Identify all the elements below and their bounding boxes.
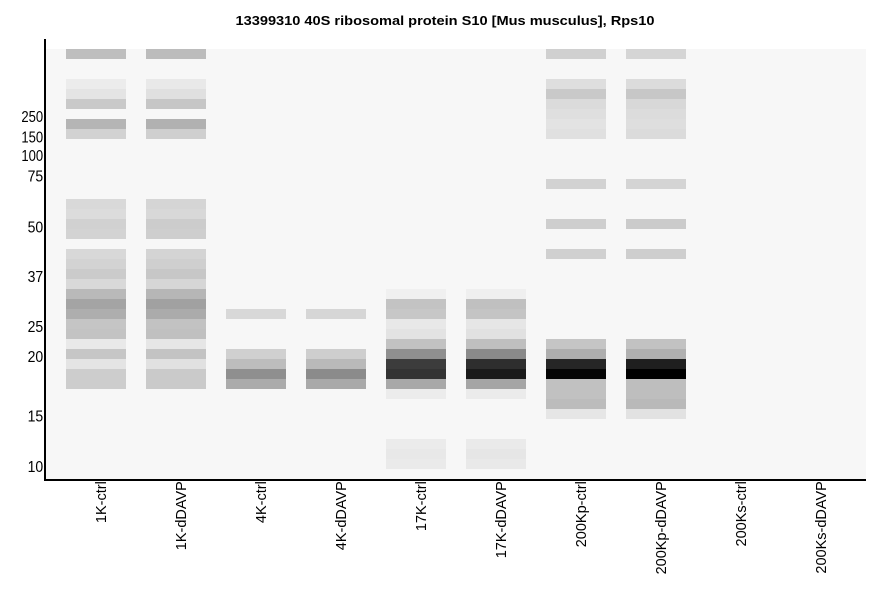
svg-text:37: 37	[28, 269, 44, 286]
svg-text:25: 25	[28, 319, 44, 336]
svg-text:150: 150	[21, 129, 43, 146]
svg-text:75: 75	[28, 168, 44, 185]
svg-text:1K-ctrl: 1K-ctrl	[94, 481, 110, 523]
svg-text:100: 100	[21, 148, 43, 165]
svg-text:13399310 40S ribosomal protein: 13399310 40S ribosomal protein S10 [Mus …	[236, 13, 655, 28]
svg-text:200Kp-dDAVP: 200Kp-dDAVP	[654, 481, 670, 574]
svg-text:20: 20	[28, 349, 44, 366]
svg-text:10: 10	[28, 459, 44, 476]
svg-text:15: 15	[28, 409, 44, 426]
svg-text:200Kp-ctrl: 200Kp-ctrl	[574, 481, 590, 547]
svg-text:17K-ctrl: 17K-ctrl	[414, 481, 430, 531]
svg-text:200Ks-dDAVP: 200Ks-dDAVP	[814, 481, 830, 573]
svg-text:50: 50	[28, 219, 44, 236]
svg-text:17K-dDAVP: 17K-dDAVP	[494, 481, 510, 558]
svg-text:4K-dDAVP: 4K-dDAVP	[334, 481, 350, 550]
svg-text:4K-ctrl: 4K-ctrl	[254, 481, 270, 523]
svg-text:250: 250	[21, 109, 43, 126]
svg-text:200Ks-ctrl: 200Ks-ctrl	[734, 481, 750, 546]
svg-text:1K-dDAVP: 1K-dDAVP	[174, 481, 190, 550]
